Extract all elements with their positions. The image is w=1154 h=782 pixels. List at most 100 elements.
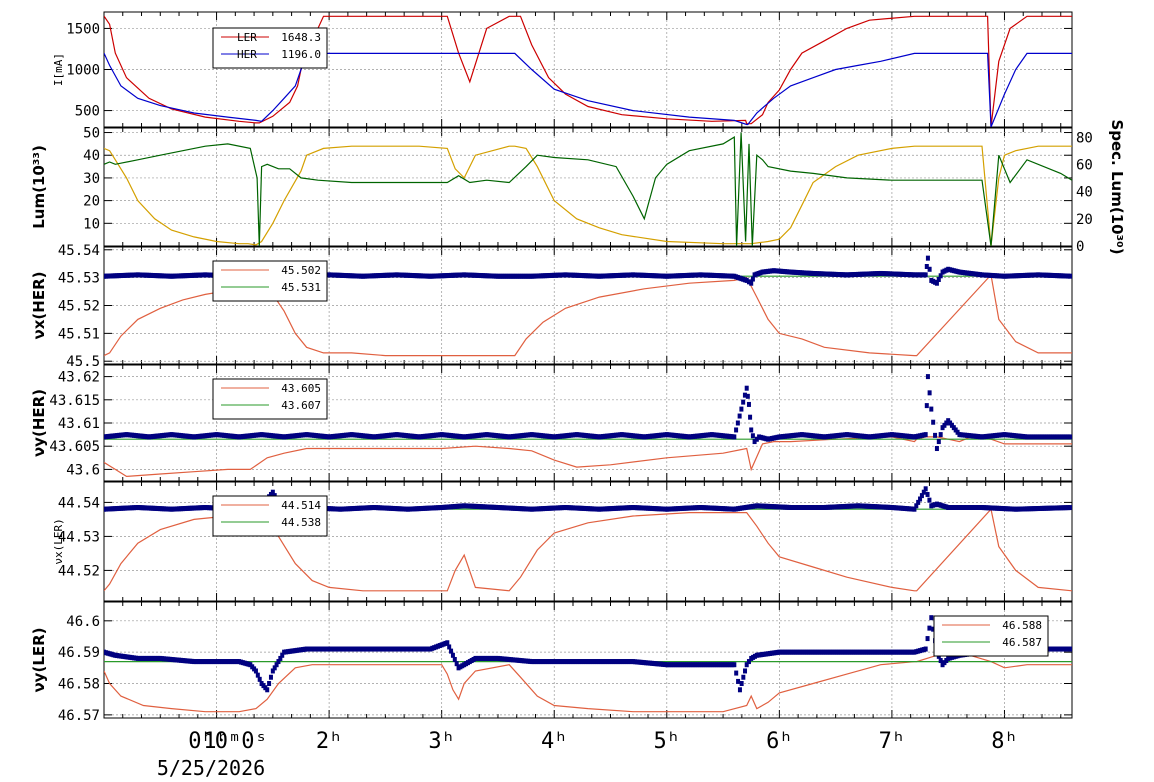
data-point: [452, 656, 457, 662]
data-point: [270, 489, 275, 495]
x-tick-label: 8ʰ: [991, 729, 1018, 754]
data-point: [914, 503, 919, 509]
y-tick-label: 43.62: [58, 370, 100, 386]
data-point: [919, 493, 924, 499]
data-point: [278, 655, 283, 661]
data-point: [929, 406, 934, 412]
data-point: [750, 433, 755, 439]
data-point: [921, 489, 926, 495]
panel-3: 45.5 45.51 45.52 45.53 45.54 νx(HER) 45.502 45.…: [30, 243, 1073, 370]
y-axis-label: I[mA]: [52, 53, 65, 86]
data-point: [257, 676, 262, 682]
y-tick-label: 20: [83, 194, 100, 210]
legend-value: 44.514: [281, 499, 321, 512]
data-point: [732, 662, 737, 668]
y-tick-label: 46.6: [66, 614, 100, 630]
panel-2: 10 20 30 40 50 0 20 40 60 80 Spec. Lum(10³⁰) Lum(10…: [30, 119, 1126, 255]
series-line: [104, 15, 1072, 127]
data-point: [742, 392, 747, 398]
data-point: [280, 652, 285, 658]
data-point: [746, 659, 751, 665]
data-point: [929, 615, 934, 621]
data-point: [1068, 273, 1072, 279]
x-tick-label: 0ʰ0ᵐ0ˢ: [188, 729, 267, 754]
data-point: [748, 414, 753, 420]
data-point: [732, 434, 737, 440]
data-point: [744, 385, 749, 391]
data-point: [445, 640, 450, 646]
y-axis-label: νy(HER): [30, 389, 48, 457]
panel-1: 500 1000 1500 I[mA] LER 1648.3 HER 1196.0: [52, 11, 1073, 128]
y-axis-label: νx(HER): [30, 272, 48, 340]
data-point: [938, 432, 943, 438]
data-point: [449, 648, 454, 654]
series-line: [104, 436, 1072, 478]
data-point: [1068, 434, 1072, 440]
panel-4: 43.643.60543.6143.61543.62νy(HER)43.6054…: [30, 364, 1073, 482]
legend-value: 43.607: [281, 399, 321, 412]
y-tick-label: 50: [83, 126, 100, 142]
data-point: [1068, 505, 1072, 511]
legend-value: 43.605: [281, 382, 321, 395]
legend-label: LER: [237, 31, 257, 44]
series-group: [104, 374, 1072, 478]
data-point: [454, 661, 459, 667]
data-point: [1068, 646, 1072, 652]
series-group: [104, 15, 1072, 127]
data-point: [934, 280, 939, 286]
data-point: [925, 255, 930, 261]
data-point: [754, 436, 759, 442]
data-point: [936, 277, 941, 282]
x-tick-label: 7ʰ: [879, 729, 906, 754]
data-point: [739, 681, 744, 687]
legend-value: 45.502: [281, 264, 321, 277]
legend-label: HER: [237, 48, 257, 61]
y-tick-label-right: 60: [1076, 158, 1093, 174]
y-tick-label: 46.57: [58, 708, 100, 724]
data-point: [743, 668, 748, 674]
series-group: [104, 132, 1072, 246]
y-tick-label: 45.52: [58, 299, 100, 315]
data-point: [255, 672, 260, 678]
y-tick-label: 43.615: [49, 393, 100, 409]
panel-6: 46.57 46.58 46.59 46.6 νy(LER) 46.588 46.587: [30, 601, 1073, 724]
data-point: [272, 665, 277, 671]
data-point: [274, 662, 279, 668]
data-point: [933, 432, 938, 438]
data-point: [752, 439, 757, 445]
data-point: [741, 399, 746, 405]
data-point: [746, 279, 751, 285]
y-tick-label-right: 0: [1076, 239, 1084, 255]
x-tick-label: 6ʰ: [766, 729, 793, 754]
data-point: [749, 280, 754, 286]
data-point: [450, 652, 455, 658]
data-point: [931, 419, 936, 425]
data-point: [267, 681, 272, 687]
data-point: [253, 668, 258, 674]
data-point: [923, 432, 928, 438]
data-point: [750, 276, 755, 282]
x-tick-label: 5ʰ: [654, 729, 681, 754]
data-point: [927, 625, 932, 631]
data-point: [918, 496, 923, 502]
y-axis-label: νx(LER): [52, 518, 65, 564]
data-point: [744, 662, 749, 668]
panel-frame: [103, 127, 1073, 247]
panel-5: 44.52 44.53 44.54 νx(LER) 44.514 44.538: [52, 481, 1073, 602]
data-point: [938, 273, 943, 279]
y-tick-label: 43.605: [49, 439, 100, 455]
y-axis-label-right: Spec. Lum(10³⁰): [1108, 119, 1126, 254]
data-point: [924, 264, 929, 269]
y-tick-label: 30: [83, 171, 100, 187]
data-point: [746, 401, 751, 407]
data-point: [736, 678, 741, 684]
data-point: [447, 644, 452, 650]
x-axis-date: 5/25/2026: [157, 756, 265, 780]
legend-value: 1648.3: [281, 31, 321, 44]
series-line: [104, 52, 1072, 127]
y-tick-label: 44.52: [58, 563, 100, 579]
data-point: [936, 439, 941, 445]
x-tick-label: 1ʰ: [203, 729, 230, 754]
y-tick-label: 44.54: [58, 495, 100, 511]
legend-value: 44.538: [281, 516, 321, 529]
